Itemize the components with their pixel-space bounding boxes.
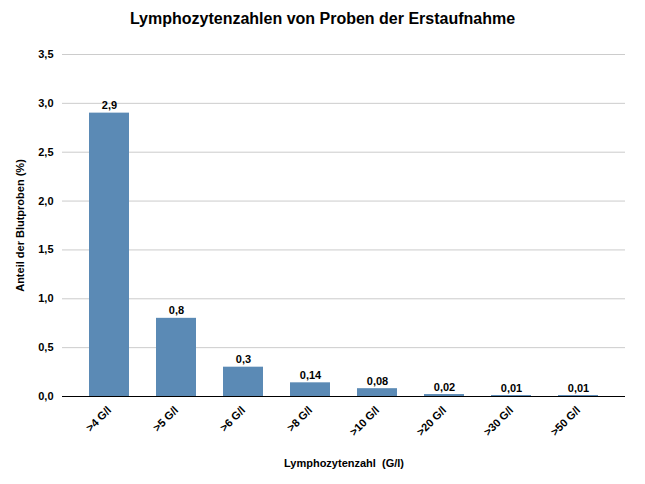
svg-text:3,0: 3,0: [38, 97, 53, 109]
svg-text:0,0: 0,0: [38, 390, 53, 402]
svg-text:0,01: 0,01: [568, 382, 589, 394]
svg-text:1,0: 1,0: [38, 292, 53, 304]
svg-text:0,8: 0,8: [169, 304, 184, 316]
svg-text:3,5: 3,5: [38, 48, 53, 60]
svg-text:Anteil der Blutproben (%): Anteil der Blutproben (%): [14, 159, 26, 292]
svg-text:>4 G/l: >4 G/l: [84, 404, 114, 434]
svg-text:0,02: 0,02: [434, 381, 455, 393]
svg-text:0,5: 0,5: [38, 341, 53, 353]
svg-text:>30 G/l: >30 G/l: [481, 404, 515, 438]
svg-text:2,9: 2,9: [102, 99, 117, 111]
svg-text:>8 G/l: >8 G/l: [285, 404, 315, 434]
svg-text:>10 G/l: >10 G/l: [347, 404, 381, 438]
svg-text:1,5: 1,5: [38, 243, 53, 255]
svg-text:0,3: 0,3: [236, 353, 251, 365]
svg-text:>20 G/l: >20 G/l: [414, 404, 448, 438]
svg-text:>50 G/l: >50 G/l: [548, 404, 582, 438]
svg-text:>5 G/l: >5 G/l: [151, 404, 181, 434]
svg-text:Lymphozytenzahl (G/l): Lymphozytenzahl (G/l): [284, 457, 404, 469]
svg-text:>6 G/l: >6 G/l: [218, 404, 248, 434]
html-text:Lymphozytenzahlen von Proben d: Lymphozytenzahlen von Proben der Erstauf…: [129, 10, 516, 27]
svg-text:2,0: 2,0: [38, 195, 53, 207]
svg-text:0,14: 0,14: [300, 369, 322, 381]
svg-text:0,01: 0,01: [501, 382, 522, 394]
svg-text:2,5: 2,5: [38, 146, 53, 158]
svg-text:0,08: 0,08: [367, 375, 388, 387]
